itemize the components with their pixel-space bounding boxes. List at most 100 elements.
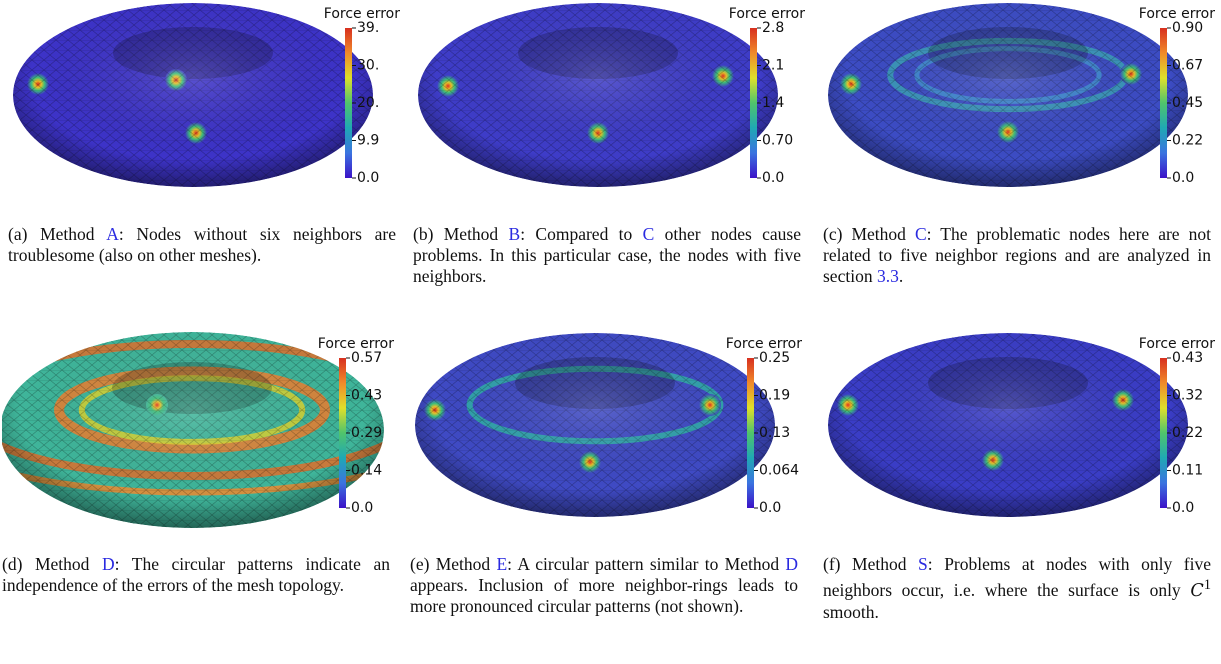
colorbar-tick-label: 0.064 [759, 463, 799, 479]
colorbar-tick-label: 0.25 [759, 350, 790, 366]
colorbar-tick-label: 0.0 [1172, 170, 1194, 186]
reference-link[interactable]: C [642, 224, 655, 244]
colorbar-title: Force error [318, 336, 394, 352]
colorbar-title: Force error [726, 336, 802, 352]
subfigure: Force error 0.57 0.43 0.29 0.14 0.0 (d) Method… [2, 330, 402, 596]
colorbar-tick-label: 0.22 [1172, 425, 1203, 441]
subfigure: Force error 2.8 2.1 1.4 0.70 0.0 (b) Method B:… [413, 0, 813, 287]
caption-text: (e) Method [410, 554, 497, 574]
colorbar-tick-label: 0.13 [759, 425, 790, 441]
colorbar-tick-label: 0.0 [1172, 500, 1194, 516]
caption-text: other nodes cause problems. In this part… [413, 224, 801, 286]
math: C [1190, 580, 1204, 601]
torus [418, 3, 778, 187]
colorbar-tick-label: 0.29 [351, 425, 382, 441]
superscript: 1 [1203, 577, 1211, 593]
caption: (d) Method D: The circular patterns indi… [2, 554, 390, 596]
subfigure: Force error 0.43 0.32 0.22 0.11 0.0 (f) Method… [823, 330, 1221, 623]
colorbar-title: Force error [1139, 336, 1215, 352]
colorbar-tick-label: 0.0 [762, 170, 784, 186]
caption-text: : Compared to [520, 224, 643, 244]
colorbar-tick-label: 39. [357, 20, 379, 36]
colorbar-tick-label: 0.90 [1172, 20, 1203, 36]
colorbar [1160, 358, 1167, 508]
colorbar-tick-label: 0.43 [351, 388, 382, 404]
colorbar-tick-label: 0.45 [1172, 95, 1203, 111]
reference-link[interactable]: A [106, 224, 119, 244]
colorbar-tick-label: 0.0 [357, 170, 379, 186]
reference-link[interactable]: C [914, 224, 927, 244]
colorbar-tick-label: 0.67 [1172, 58, 1203, 74]
colorbar-tick-label: 2.1 [762, 58, 784, 74]
torus [13, 3, 373, 187]
torus-shade [828, 3, 1188, 187]
caption-text: (f) Method [823, 554, 919, 574]
caption-text: : The problematic nodes here are not rel… [823, 224, 1211, 286]
colorbar-tick-label: 0.32 [1172, 388, 1203, 404]
torus-shade [13, 3, 373, 187]
torus-shade [415, 333, 775, 517]
torus-shade [418, 3, 778, 187]
colorbar [345, 28, 352, 178]
caption-text: . [898, 266, 904, 286]
reference-link[interactable]: 3.3 [876, 266, 899, 286]
reference-link[interactable]: E [496, 554, 508, 574]
caption-text: (d) Method [2, 554, 102, 574]
caption-text: : The circular patterns indicate an inde… [2, 554, 390, 595]
colorbar-tick-label: 0.0 [759, 500, 781, 516]
colorbar-tick-label: 0.11 [1172, 463, 1203, 479]
caption-text: : A circular pattern similar to Method [507, 554, 786, 574]
colorbar-tick-label: 0.0 [351, 500, 373, 516]
caption: (e) Method E: A circular pattern similar… [410, 554, 798, 617]
colorbar-tick-label: 0.19 [759, 388, 790, 404]
reference-link[interactable]: S [918, 554, 928, 574]
colorbar-title: Force error [1139, 6, 1215, 22]
caption: (c) Method C: The problematic nodes here… [823, 224, 1211, 287]
colorbar-tick-label: 30. [357, 58, 379, 74]
caption-text: (c) Method [823, 224, 915, 244]
caption-text: : Problems at nodes with only five neigh… [823, 554, 1211, 600]
colorbar [1160, 28, 1167, 178]
colorbar-title: Force error [729, 6, 805, 22]
caption-text: appears. Inclusion of more neighbor-ring… [410, 575, 798, 616]
caption-text: : Nodes without six neighbors are troubl… [8, 224, 396, 265]
colorbar-tick-label: 0.22 [1172, 133, 1203, 149]
caption: (f) Method S: Problems at nodes with onl… [823, 554, 1211, 623]
colorbar-tick-label: 1.4 [762, 95, 784, 111]
colorbar-title: Force error [324, 6, 400, 22]
colorbar-tick-label: 9.9 [357, 133, 379, 149]
colorbar [750, 28, 757, 178]
caption-text: (b) Method [413, 224, 509, 244]
caption: (b) Method B: Compared to C other nodes … [413, 224, 801, 287]
subfigure: Force error 0.90 0.67 0.45 0.22 0.0 (c) Method… [823, 0, 1221, 287]
torus [2, 332, 384, 528]
colorbar-tick-label: 20. [357, 95, 379, 111]
torus-shade [828, 333, 1188, 517]
torus [828, 3, 1188, 187]
colorbar [339, 358, 346, 508]
caption-text: smooth. [823, 601, 879, 622]
colorbar-tick-label: 2.8 [762, 20, 784, 36]
subfigure: Force error 0.25 0.19 0.13 0.064 0.0 (e) Metho… [410, 330, 810, 617]
torus [828, 333, 1188, 517]
colorbar-tick-label: 0.14 [351, 463, 382, 479]
colorbar-tick-label: 0.57 [351, 350, 382, 366]
colorbar [747, 358, 754, 508]
subfigure: Force error 39. 30. 20. 9.9 0.0 (a) Method A: … [8, 0, 408, 266]
colorbar-tick-label: 0.70 [762, 133, 793, 149]
caption: (a) Method A: Nodes without six neighbor… [8, 224, 396, 266]
colorbar-tick-label: 0.43 [1172, 350, 1203, 366]
reference-link[interactable]: B [508, 224, 521, 244]
torus [415, 333, 775, 517]
torus-shade [2, 332, 384, 528]
reference-link[interactable]: D [102, 554, 115, 574]
reference-link[interactable]: D [785, 554, 798, 574]
caption-text: (a) Method [8, 224, 107, 244]
